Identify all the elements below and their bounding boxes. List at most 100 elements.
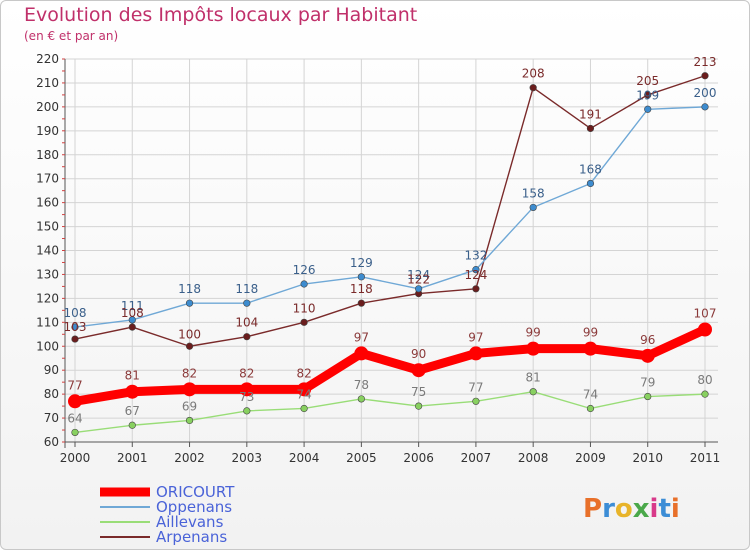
data-label-aillevans: 69 bbox=[182, 399, 197, 413]
data-label-arpenans: 103 bbox=[64, 320, 87, 334]
y-tick-label: 200 bbox=[36, 100, 59, 114]
series-line-oricourt bbox=[70, 324, 710, 406]
point-aillevans bbox=[71, 428, 79, 437]
data-label-oricourt: 107 bbox=[694, 306, 717, 320]
point-oppenans bbox=[185, 299, 194, 307]
data-label-aillevans: 73 bbox=[239, 390, 254, 404]
point-oppenans bbox=[586, 179, 595, 188]
data-label-oppenans: 129 bbox=[350, 256, 373, 270]
y-tick-label: 220 bbox=[36, 52, 59, 66]
x-tick-label: 2008 bbox=[518, 451, 549, 465]
point-oppenans bbox=[644, 105, 652, 113]
point-oricourt bbox=[411, 363, 426, 378]
point-arpenans bbox=[586, 124, 595, 133]
y-tick-label: 150 bbox=[36, 220, 59, 234]
legend-label-oppenans: Oppenans bbox=[156, 498, 232, 516]
point-aillevans bbox=[185, 416, 194, 425]
y-tick-label: 80 bbox=[44, 387, 59, 401]
point-oricourt bbox=[468, 346, 483, 361]
data-label-aillevans: 75 bbox=[411, 385, 426, 399]
point-aillevans bbox=[415, 402, 423, 410]
y-tick-label: 100 bbox=[36, 339, 59, 353]
x-tick-label: 2000 bbox=[60, 451, 91, 465]
data-label-aillevans: 74 bbox=[583, 387, 598, 401]
data-label-oppenans: 124 bbox=[407, 268, 430, 282]
point-oricourt bbox=[354, 346, 369, 361]
point-arpenans bbox=[243, 333, 251, 341]
y-tick-label: 130 bbox=[36, 267, 59, 281]
data-label-oricourt: 97 bbox=[468, 330, 483, 344]
data-label-oppenans: 126 bbox=[293, 263, 316, 277]
y-tick-label: 160 bbox=[36, 196, 59, 210]
data-label-oricourt: 99 bbox=[583, 326, 598, 340]
y-tick-label: 190 bbox=[36, 124, 59, 138]
point-oppenans bbox=[71, 323, 79, 331]
point-oricourt bbox=[640, 348, 655, 363]
point-aillevans bbox=[644, 392, 652, 401]
point-aillevans bbox=[701, 390, 709, 398]
point-oppenans bbox=[243, 299, 251, 307]
series-line-arpenans bbox=[74, 75, 706, 347]
proxiti-logo: Proxiti bbox=[583, 494, 680, 524]
y-tick-label: 170 bbox=[36, 172, 59, 186]
point-oricourt bbox=[239, 382, 254, 397]
point-aillevans bbox=[529, 388, 537, 396]
point-arpenans bbox=[185, 342, 194, 350]
point-oppenans bbox=[529, 203, 537, 212]
data-label-oricourt: 90 bbox=[411, 347, 426, 361]
x-tick-label: 2004 bbox=[289, 451, 320, 465]
point-arpenans bbox=[128, 323, 136, 331]
x-tick-label: 2006 bbox=[403, 451, 434, 465]
data-label-oricourt: 99 bbox=[526, 326, 541, 340]
data-label-oppenans: 158 bbox=[522, 186, 545, 200]
point-aillevans bbox=[586, 404, 595, 413]
data-label-aillevans: 74 bbox=[296, 387, 311, 401]
point-oricourt bbox=[526, 341, 541, 356]
point-oppenans bbox=[300, 280, 308, 288]
point-aillevans bbox=[357, 395, 365, 403]
data-label-arpenans: 118 bbox=[350, 282, 373, 296]
x-tick-label: 2007 bbox=[461, 451, 492, 465]
data-label-oricourt: 82 bbox=[296, 366, 311, 380]
data-label-arpenans: 208 bbox=[522, 67, 545, 81]
data-label-aillevans: 67 bbox=[125, 404, 140, 418]
x-tick-label: 2005 bbox=[346, 451, 377, 465]
legend-label-arpenans: Arpenans bbox=[156, 528, 227, 546]
chart-title: Evolution des Impôts locaux par Habitant bbox=[24, 4, 418, 26]
series-line-aillevans bbox=[74, 391, 706, 434]
data-label-aillevans: 64 bbox=[67, 411, 82, 425]
data-label-arpenans: 100 bbox=[178, 327, 201, 341]
data-label-aillevans: 81 bbox=[526, 371, 541, 385]
y-tick-label: 210 bbox=[36, 76, 59, 90]
point-aillevans bbox=[472, 397, 480, 405]
x-tick-label: 2001 bbox=[117, 451, 148, 465]
data-label-oppenans: 132 bbox=[464, 249, 487, 263]
data-label-arpenans: 110 bbox=[293, 301, 316, 315]
x-tick-label: 2009 bbox=[575, 451, 606, 465]
point-arpenans bbox=[357, 299, 365, 307]
point-arpenans bbox=[529, 84, 537, 92]
point-arpenans bbox=[644, 91, 652, 99]
data-label-arpenans: 213 bbox=[694, 55, 717, 69]
data-label-arpenans: 124 bbox=[464, 268, 487, 282]
data-label-oricourt: 82 bbox=[182, 366, 197, 380]
data-label-oricourt: 96 bbox=[640, 333, 655, 347]
data-label-oricourt: 81 bbox=[125, 369, 140, 383]
y-tick-label: 70 bbox=[44, 411, 59, 425]
point-oricourt bbox=[125, 384, 140, 399]
data-label-arpenans: 108 bbox=[121, 306, 144, 320]
data-label-oricourt: 82 bbox=[239, 366, 254, 380]
y-tick-label: 60 bbox=[44, 435, 59, 449]
legend-label-oricourt: ORICOURT bbox=[156, 483, 235, 501]
chart-subtitle: (en € et par an) bbox=[24, 29, 119, 43]
x-tick-label: 2011 bbox=[690, 451, 721, 465]
y-tick-label: 140 bbox=[36, 244, 59, 258]
data-label-arpenans: 122 bbox=[407, 273, 430, 287]
data-label-oppenans: 118 bbox=[178, 282, 201, 296]
point-oricourt bbox=[583, 341, 598, 356]
data-label-oricourt: 77 bbox=[67, 378, 82, 392]
data-label-oppenans: 200 bbox=[694, 86, 717, 100]
point-aillevans bbox=[300, 404, 308, 413]
data-label-arpenans: 205 bbox=[636, 74, 659, 88]
